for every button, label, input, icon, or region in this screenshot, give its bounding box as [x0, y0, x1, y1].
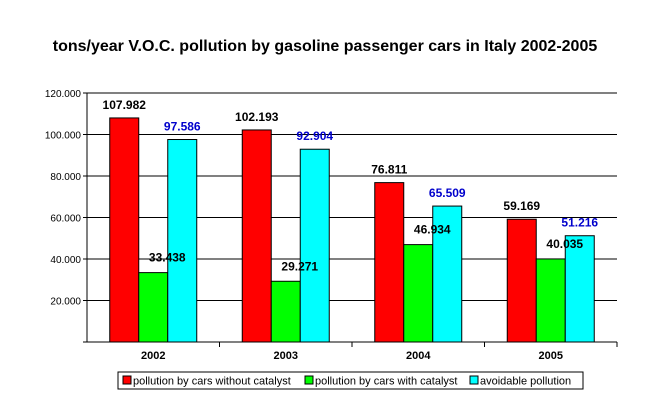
y-tick-label: 120.000 — [45, 89, 82, 100]
legend-swatch — [304, 375, 314, 385]
data-label: 46.934 — [414, 223, 451, 237]
legend-label: avoidable pollution — [480, 376, 571, 388]
data-label: 97.586 — [164, 120, 201, 134]
data-label: 40.035 — [546, 237, 583, 251]
data-label: 33.438 — [149, 251, 186, 265]
y-tick-label: 20.000 — [50, 297, 81, 308]
bar — [432, 205, 463, 343]
legend-label: pollution by cars with catalyst — [315, 376, 457, 388]
bar — [403, 244, 434, 343]
data-label: 51.216 — [561, 216, 598, 230]
bar — [270, 280, 301, 343]
bar — [506, 218, 537, 343]
legend-box — [117, 371, 584, 390]
bar — [167, 139, 198, 343]
bar — [138, 272, 169, 343]
x-tick-label: 2002 — [141, 350, 165, 362]
y-tick-label: 60.000 — [50, 214, 81, 225]
bar — [299, 148, 330, 343]
data-label: 102.193 — [235, 110, 279, 124]
data-label: 92.904 — [296, 129, 333, 143]
legend-swatch — [122, 375, 132, 385]
x-tick-label: 2003 — [274, 350, 298, 362]
bar — [535, 258, 566, 343]
chart-title: tons/year V.O.C. pollution by gasoline p… — [53, 38, 598, 55]
x-tick-label: 2004 — [406, 350, 431, 362]
bars — [109, 117, 595, 343]
bar — [241, 129, 272, 343]
y-tick-label: 80.000 — [50, 172, 81, 183]
data-label: 76.811 — [371, 163, 407, 177]
data-label: 65.509 — [429, 186, 466, 200]
y-tick-label: 100.000 — [45, 131, 82, 142]
bar — [564, 235, 595, 343]
x-tick-label: 2005 — [539, 350, 563, 362]
bar — [374, 182, 405, 343]
data-label: 29.271 — [281, 259, 318, 273]
data-labels: 107.982 33.438 97.586 102.193 29.271 92.904 76… — [103, 98, 599, 273]
axes: 20.000 40.000 60.000 80.000 100.000 120.000 20… — [45, 89, 618, 362]
y-tick-label: 40.000 — [50, 255, 81, 266]
data-label: 107.982 — [103, 98, 147, 112]
legend: pollution by cars without catalyst pollut… — [117, 371, 584, 390]
data-label: 59.169 — [503, 199, 540, 213]
legend-label: pollution by cars without catalyst — [133, 376, 291, 388]
bar — [109, 117, 140, 343]
legend-swatch — [469, 375, 479, 385]
